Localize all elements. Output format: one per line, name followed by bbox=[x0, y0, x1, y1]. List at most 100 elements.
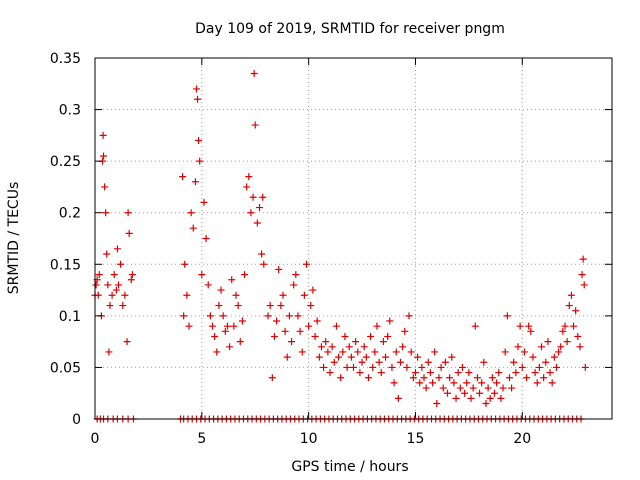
data-point bbox=[493, 379, 501, 387]
data-point bbox=[518, 363, 526, 371]
data-point bbox=[501, 348, 509, 356]
x-axis-label: GPS time / hours bbox=[291, 459, 408, 475]
data-point bbox=[397, 358, 404, 366]
data-points bbox=[91, 69, 589, 423]
y-tick-label: 0.25 bbox=[50, 154, 81, 170]
data-point bbox=[209, 322, 216, 330]
data-point bbox=[102, 209, 110, 217]
data-point bbox=[337, 374, 345, 382]
data-point bbox=[503, 312, 511, 320]
data-point bbox=[245, 173, 253, 181]
data-point bbox=[330, 358, 338, 366]
data-point bbox=[384, 332, 392, 340]
data-point bbox=[279, 291, 287, 299]
data-point bbox=[256, 204, 263, 212]
data-point bbox=[411, 369, 419, 377]
data-point bbox=[313, 317, 321, 325]
data-point bbox=[580, 281, 588, 289]
data-point bbox=[290, 281, 298, 289]
data-point bbox=[401, 327, 409, 335]
data-point bbox=[409, 374, 417, 382]
data-point bbox=[259, 193, 267, 201]
data-point bbox=[347, 353, 355, 361]
data-point bbox=[213, 348, 221, 356]
data-point bbox=[317, 343, 325, 351]
data-point bbox=[399, 343, 407, 351]
data-point bbox=[433, 400, 441, 408]
data-point bbox=[260, 260, 268, 268]
x-tick-label: 0 bbox=[91, 431, 100, 447]
y-tick-label: 0.3 bbox=[59, 103, 81, 119]
data-point bbox=[386, 317, 394, 325]
data-point bbox=[215, 302, 223, 310]
data-point bbox=[104, 281, 112, 289]
data-point bbox=[525, 322, 533, 330]
data-point bbox=[499, 384, 507, 392]
data-point bbox=[345, 343, 353, 351]
data-point bbox=[473, 374, 481, 382]
data-point bbox=[247, 209, 255, 217]
data-point bbox=[183, 291, 191, 299]
data-point bbox=[92, 281, 100, 289]
data-point bbox=[382, 353, 390, 361]
data-point bbox=[112, 286, 120, 294]
data-point bbox=[328, 343, 336, 351]
data-point bbox=[303, 260, 310, 268]
data-point bbox=[335, 353, 343, 361]
data-point bbox=[452, 394, 460, 402]
axis-ticks bbox=[94, 57, 612, 420]
data-point bbox=[241, 271, 249, 279]
data-point bbox=[360, 343, 368, 351]
data-point bbox=[191, 178, 199, 186]
data-point bbox=[358, 358, 366, 366]
data-point bbox=[552, 363, 560, 371]
data-point bbox=[377, 369, 385, 377]
data-point bbox=[185, 322, 193, 330]
data-point bbox=[341, 332, 349, 340]
data-point bbox=[181, 260, 189, 268]
data-point bbox=[548, 379, 556, 387]
data-point bbox=[555, 348, 563, 356]
data-point bbox=[324, 348, 332, 356]
data-point bbox=[581, 363, 589, 371]
data-point bbox=[484, 384, 492, 392]
data-point bbox=[559, 327, 567, 335]
data-point bbox=[228, 276, 236, 284]
data-point bbox=[364, 374, 372, 382]
y-tick-label: 0.35 bbox=[50, 51, 81, 67]
data-point bbox=[546, 369, 554, 377]
data-point bbox=[407, 348, 415, 356]
data-point bbox=[426, 369, 434, 377]
data-point bbox=[125, 229, 133, 237]
data-point bbox=[570, 322, 578, 330]
x-tick-label: 20 bbox=[513, 431, 531, 447]
data-point bbox=[219, 312, 227, 320]
data-point bbox=[253, 219, 261, 227]
data-point bbox=[488, 374, 496, 382]
data-point bbox=[195, 137, 203, 145]
data-point bbox=[574, 332, 582, 340]
data-point bbox=[420, 374, 428, 382]
data-point bbox=[422, 384, 430, 392]
data-point bbox=[563, 338, 571, 346]
data-point bbox=[264, 312, 272, 320]
data-point bbox=[572, 307, 580, 315]
data-point bbox=[243, 183, 251, 191]
data-point bbox=[296, 327, 304, 335]
data-point bbox=[221, 327, 229, 335]
data-point bbox=[508, 384, 516, 392]
data-point bbox=[100, 152, 108, 160]
x-tick-labels: 0 5 10 15 20 bbox=[91, 431, 532, 447]
data-point bbox=[446, 374, 454, 382]
data-point bbox=[108, 291, 116, 299]
data-point bbox=[343, 363, 351, 371]
data-point bbox=[202, 235, 210, 242]
data-point bbox=[356, 369, 364, 377]
y-tick-label: 0.05 bbox=[50, 360, 81, 376]
data-point bbox=[454, 369, 462, 377]
data-point bbox=[482, 400, 490, 408]
data-point bbox=[206, 312, 214, 320]
data-point bbox=[200, 198, 208, 206]
data-point bbox=[403, 363, 411, 371]
data-point bbox=[309, 286, 317, 294]
